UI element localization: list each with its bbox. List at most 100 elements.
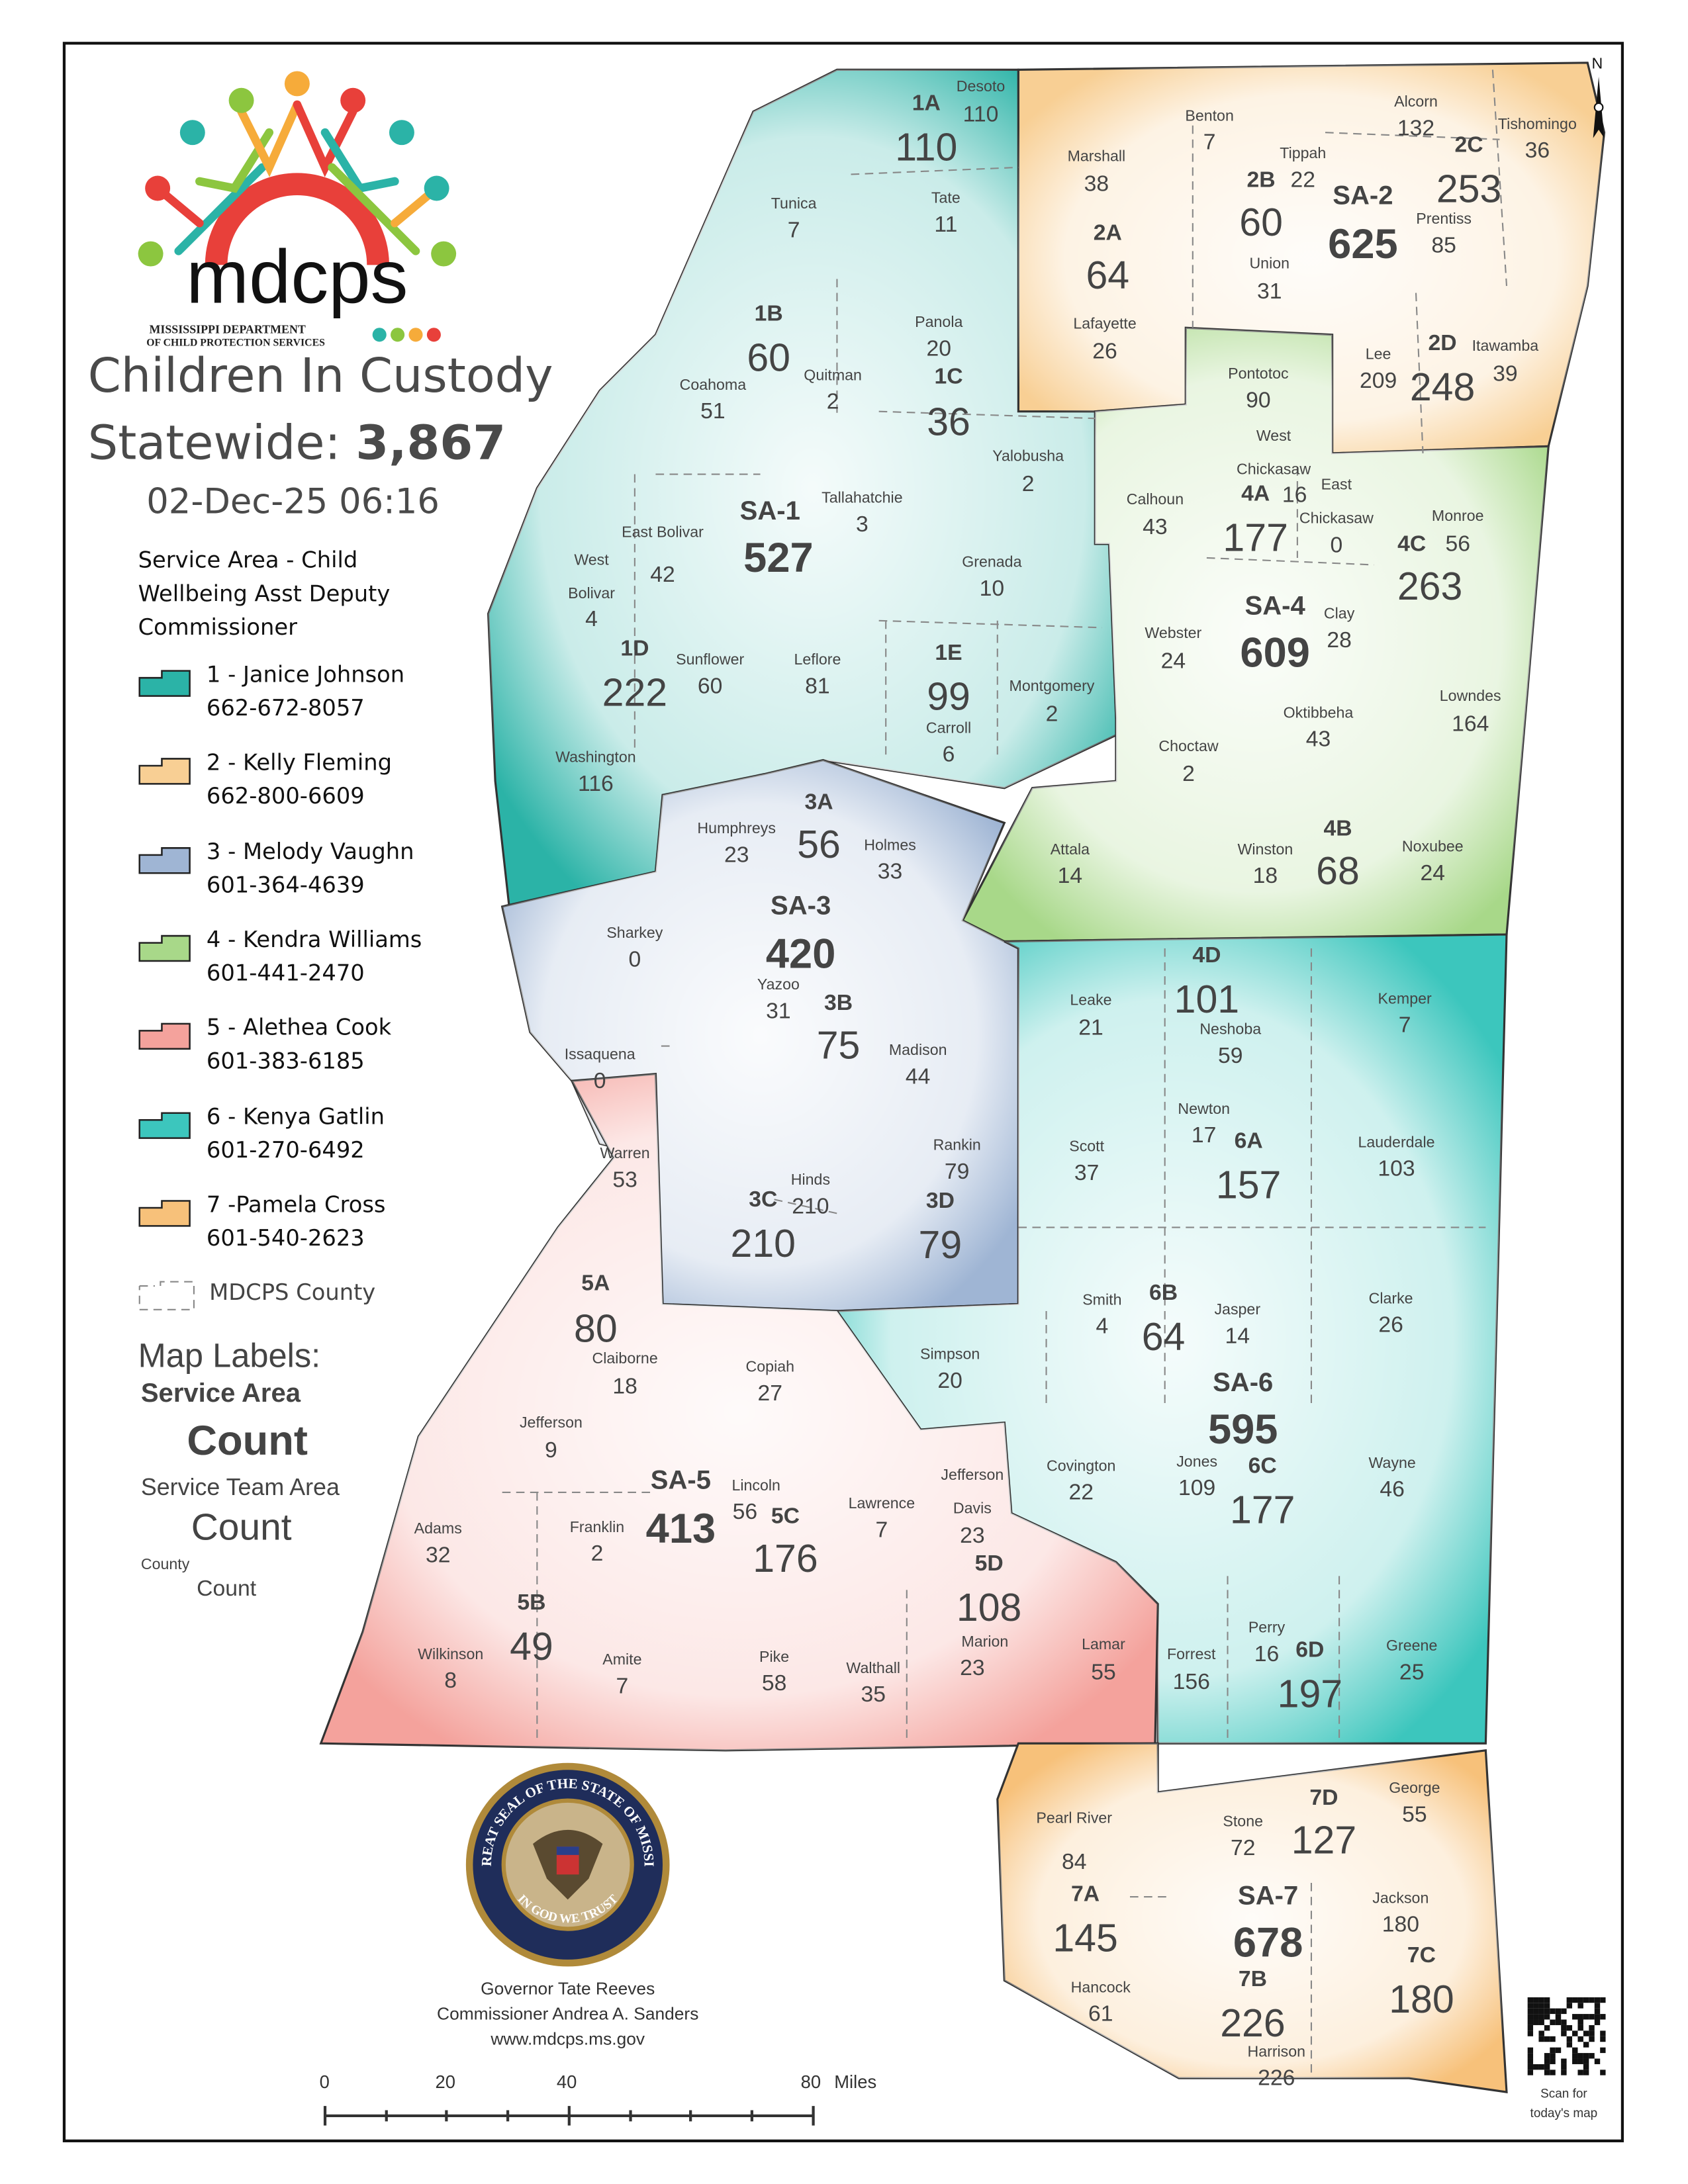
county-count: 23 bbox=[724, 843, 749, 868]
service-area-code: SA-6 bbox=[1213, 1369, 1274, 1398]
county-name: Tunica bbox=[771, 196, 817, 213]
county-count: 36 bbox=[1524, 139, 1550, 163]
county-count: 60 bbox=[697, 674, 723, 699]
scale-tick-80: 80 bbox=[800, 2071, 821, 2093]
county-name: Choctaw bbox=[1158, 738, 1219, 756]
team-area-count: 145 bbox=[1053, 1916, 1118, 1960]
county-name: Smith bbox=[1082, 1292, 1122, 1309]
county-count: 53 bbox=[612, 1169, 637, 1193]
county-count: 7 bbox=[787, 218, 800, 243]
key-county: County bbox=[140, 1556, 190, 1574]
county-name: Jefferson Davis bbox=[941, 1467, 1004, 1518]
county-count: 9 bbox=[545, 1439, 557, 1463]
county-count: 17 bbox=[1191, 1124, 1217, 1148]
county-count: 56 bbox=[732, 1500, 758, 1525]
legend-label: 7 -Pamela Cross bbox=[206, 1191, 386, 1218]
county-name: Leake bbox=[1070, 992, 1112, 1009]
team-area-code: 1C bbox=[934, 365, 963, 389]
legend-swatch bbox=[138, 846, 191, 874]
legend-label: 3 - Melody Vaughn bbox=[206, 837, 414, 864]
service-area-count: 609 bbox=[1240, 630, 1310, 677]
team-area-code: 5A bbox=[581, 1271, 610, 1296]
county-count: 90 bbox=[1246, 388, 1271, 413]
county-count: 22 bbox=[1068, 1481, 1094, 1505]
team-area-code: 3A bbox=[804, 790, 833, 815]
county-count: 2 bbox=[1182, 762, 1195, 787]
county-count: 14 bbox=[1057, 864, 1083, 889]
county-count: 55 bbox=[1091, 1661, 1116, 1685]
county-name: Sharkey bbox=[606, 925, 663, 942]
team-area-count: 180 bbox=[1389, 1978, 1454, 2021]
county-count: 35 bbox=[861, 1683, 886, 1707]
page-title: Children In Custody bbox=[87, 348, 553, 405]
scale-tick-40: 40 bbox=[556, 2071, 577, 2093]
legend-swatch bbox=[138, 1111, 191, 1138]
county-count: 59 bbox=[1217, 1044, 1243, 1069]
county-name: Coahoma bbox=[679, 377, 747, 394]
logo-wordmark: mdcps bbox=[186, 235, 408, 319]
county-count: 31 bbox=[1256, 280, 1282, 304]
team-area-code: 4C bbox=[1397, 533, 1427, 557]
county-name: Tate bbox=[931, 190, 961, 207]
county-name: Washington bbox=[555, 749, 636, 767]
team-area-code: 2C bbox=[1454, 134, 1483, 158]
footer-commissioner: Commissioner Andrea A. Sanders bbox=[437, 2004, 699, 2024]
team-area-code: 4D bbox=[1192, 944, 1221, 968]
sa-1-region-highlight bbox=[488, 69, 1137, 907]
team-area-code: 3B bbox=[823, 991, 853, 1016]
page-frame bbox=[62, 42, 1624, 2142]
county-name: Greene bbox=[1386, 1638, 1438, 1655]
county-count: 226 bbox=[1258, 2067, 1295, 2091]
county-count: 72 bbox=[1230, 1837, 1256, 1861]
team-area-count: 110 bbox=[895, 125, 958, 169]
legend-swatch bbox=[138, 1023, 191, 1050]
county-count: 39 bbox=[1493, 362, 1518, 387]
county-count: 20 bbox=[937, 1369, 962, 1394]
qr-code[interactable] bbox=[1527, 1997, 1606, 2075]
county-count: 33 bbox=[877, 860, 903, 885]
team-area-code: 1D bbox=[620, 637, 649, 661]
service-area-code: SA-4 bbox=[1244, 592, 1305, 621]
county-count: 116 bbox=[577, 772, 614, 797]
county-name: Marion bbox=[961, 1633, 1009, 1651]
county-name: Covington bbox=[1047, 1458, 1116, 1475]
county-count: 44 bbox=[905, 1066, 931, 1089]
county-count: 37 bbox=[1074, 1161, 1100, 1186]
legend-swatch bbox=[138, 670, 191, 697]
team-area-count: 210 bbox=[730, 1222, 796, 1265]
county-name: Adams bbox=[414, 1521, 462, 1538]
team-area-code: 2A bbox=[1093, 222, 1122, 246]
county-name: Madison bbox=[888, 1042, 947, 1060]
county-count: 7 bbox=[1203, 131, 1216, 155]
key-service-area: Service Area bbox=[140, 1379, 301, 1409]
team-area-code: 5D bbox=[974, 1552, 1004, 1576]
statewide-count: 3,867 bbox=[355, 416, 506, 472]
county-count: 10 bbox=[979, 577, 1005, 602]
service-area-count: 413 bbox=[645, 1506, 716, 1553]
county-count: 84 bbox=[1061, 1850, 1087, 1875]
county-count: 20 bbox=[926, 337, 952, 361]
county-name: Jefferson bbox=[519, 1414, 583, 1432]
footer-website[interactable]: www.mdcps.ms.gov bbox=[491, 2029, 645, 2049]
team-area-count: 177 bbox=[1223, 516, 1288, 560]
county-count: 7 bbox=[616, 1674, 629, 1699]
team-area-code: 5C bbox=[771, 1504, 800, 1529]
county-count: 18 bbox=[1252, 864, 1278, 889]
legend-label: 2 - Kelly Fleming bbox=[206, 749, 393, 776]
team-area-code: 2B bbox=[1246, 168, 1276, 193]
county-name: Hinds bbox=[790, 1172, 831, 1189]
north-label: N bbox=[1591, 56, 1603, 73]
county-count: 110 bbox=[962, 103, 999, 127]
county-name: Warren bbox=[600, 1146, 650, 1163]
legend-phone: 601-441-2470 bbox=[206, 959, 365, 986]
county-count: 55 bbox=[1402, 1803, 1427, 1827]
county-name: Panola bbox=[915, 314, 963, 332]
county-name: Holmes bbox=[864, 837, 916, 854]
county-name: Noxubee bbox=[1401, 839, 1464, 856]
county-name: West Chickasaw bbox=[1237, 428, 1311, 478]
team-area-count: 176 bbox=[753, 1537, 818, 1580]
legend-county-label: MDCPS County bbox=[209, 1279, 376, 1306]
team-area-code: 1A bbox=[912, 92, 941, 116]
legend-swatch bbox=[138, 758, 191, 786]
county-count: 25 bbox=[1399, 1661, 1425, 1685]
